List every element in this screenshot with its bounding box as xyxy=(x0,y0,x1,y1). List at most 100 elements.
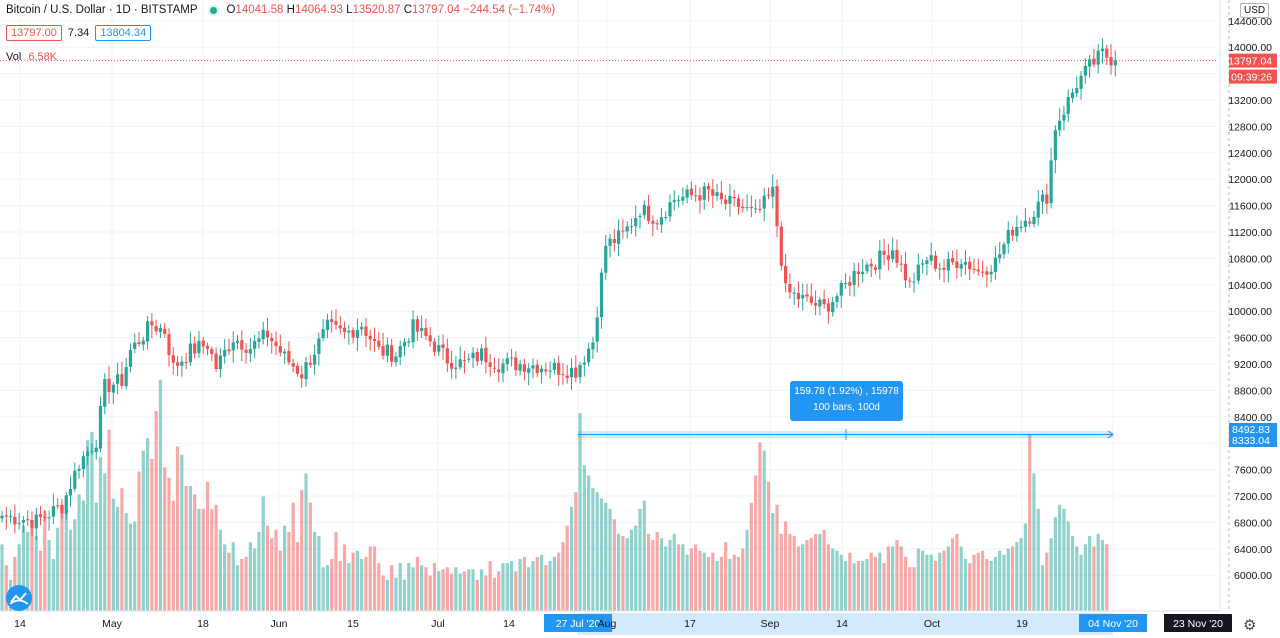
candle-body xyxy=(432,341,437,352)
candle-body xyxy=(402,341,407,347)
volume-bar xyxy=(68,529,73,611)
candle-body xyxy=(565,375,569,379)
candle-body xyxy=(120,374,124,386)
volume-bar xyxy=(856,561,860,611)
candle-body xyxy=(685,189,689,198)
volume-bar xyxy=(441,569,445,611)
volume-bar xyxy=(372,546,377,611)
volume-value: 6.58K xyxy=(28,51,58,63)
candle-body xyxy=(372,338,377,342)
volume-bar xyxy=(462,571,467,611)
volume-bar xyxy=(394,577,398,611)
candle-body xyxy=(450,362,454,369)
candle-body xyxy=(569,367,574,378)
candle-body xyxy=(205,345,210,349)
volume-bar xyxy=(390,565,394,611)
price-axis-bg xyxy=(1220,0,1280,611)
candle-body xyxy=(946,259,950,271)
volume-bar xyxy=(355,550,360,611)
volume-bar xyxy=(364,556,368,611)
tradingview-logo-icon[interactable] xyxy=(6,585,32,611)
price-axis[interactable]: 6000.006400.006800.007200.007600.008000.… xyxy=(1219,0,1280,611)
countdown-tag-bg xyxy=(1229,69,1277,84)
volume-bar xyxy=(47,540,51,611)
measure-price-bottom: 8333.04 xyxy=(1232,435,1270,447)
gear-icon[interactable]: ⚙ xyxy=(1243,617,1257,634)
candle-body xyxy=(651,221,655,224)
candle-body xyxy=(741,206,745,209)
candle-body xyxy=(124,367,128,387)
price-tick-label: 11200.00 xyxy=(1229,227,1272,239)
candle-body xyxy=(1036,201,1040,218)
candle-body xyxy=(766,194,771,196)
candle-body xyxy=(509,357,514,359)
currency-button[interactable]: USD xyxy=(1240,3,1270,18)
candle-body xyxy=(557,362,561,375)
candle-body xyxy=(0,515,4,519)
candle-body xyxy=(951,258,955,263)
sell-button[interactable]: 13797.00 xyxy=(6,25,62,41)
candle-body xyxy=(848,281,852,286)
volume-bar xyxy=(218,529,222,611)
candle-body xyxy=(171,355,175,363)
candle-body xyxy=(771,186,775,197)
candle-body xyxy=(505,358,509,365)
measure-tool[interactable] xyxy=(578,429,1114,440)
volume-bar xyxy=(809,538,813,611)
candle-body xyxy=(197,340,201,354)
time-tick-label: 17 xyxy=(684,618,696,630)
volume-bar xyxy=(454,567,458,611)
volume-bar xyxy=(1062,508,1066,611)
candle-body xyxy=(128,349,133,367)
candle-body xyxy=(338,325,342,329)
candle-body xyxy=(736,198,741,208)
volume-bar xyxy=(261,496,265,611)
measure-price-tag-bg xyxy=(1229,423,1277,447)
candle-body xyxy=(390,345,394,362)
volume-bar xyxy=(291,502,295,611)
volume-bar xyxy=(347,563,351,611)
volume-bar xyxy=(689,548,694,611)
candle-body xyxy=(779,226,783,266)
price-tick-label: 10400.00 xyxy=(1228,280,1272,292)
candle-body xyxy=(903,263,908,281)
volume-bar xyxy=(235,565,240,611)
volume-bar xyxy=(30,523,34,611)
volume-bar xyxy=(676,544,681,611)
volume-bar xyxy=(1092,546,1096,611)
candle-body xyxy=(1088,59,1092,67)
volume-bar xyxy=(141,450,145,611)
volume-bar xyxy=(651,540,655,611)
candle-body xyxy=(270,337,274,342)
candle-body xyxy=(582,362,586,365)
buy-button[interactable]: 13804.34 xyxy=(95,25,152,41)
candle-body xyxy=(1006,230,1010,244)
volume-bar xyxy=(565,525,569,611)
volume-bar xyxy=(587,475,591,611)
candle-body xyxy=(428,335,432,342)
candle-body xyxy=(775,186,779,227)
candle-body xyxy=(351,329,355,338)
volume-bar xyxy=(351,552,355,611)
volume-bar xyxy=(659,538,664,611)
candle-body xyxy=(295,365,300,374)
symbol-title[interactable]: Bitcoin / U.S. Dollar · 1D · BITSTAMP xyxy=(6,4,198,16)
volume-bar xyxy=(582,465,586,611)
candle-body xyxy=(587,348,591,363)
volume-bar xyxy=(81,500,85,611)
volume-bar xyxy=(805,540,809,611)
volume-bar xyxy=(175,446,180,611)
candle-body xyxy=(1002,244,1006,255)
candle-body xyxy=(317,338,321,354)
candle-body xyxy=(886,255,890,260)
candle-body xyxy=(1092,58,1096,65)
volume-bar xyxy=(698,550,702,611)
volume-bar xyxy=(758,442,762,611)
volume-bar xyxy=(719,556,723,611)
volume-bar xyxy=(509,561,514,611)
volume-bar xyxy=(629,529,634,611)
volume-bar xyxy=(561,542,565,611)
candle-body xyxy=(107,378,111,392)
